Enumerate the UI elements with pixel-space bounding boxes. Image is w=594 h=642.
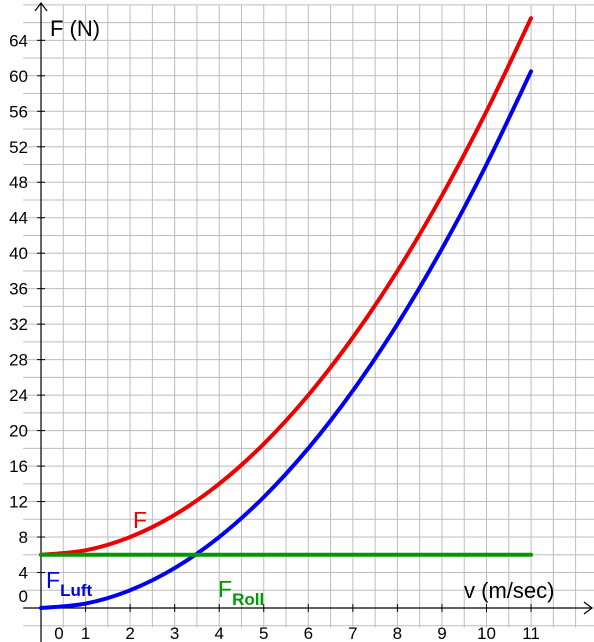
y-tick-label: 44 (9, 209, 28, 228)
series-line-f-luft (39, 69, 534, 610)
x-tick-label: 2 (125, 624, 134, 642)
x-tick-label: 0 (54, 624, 63, 642)
y-tick-label: 36 (9, 280, 28, 299)
series-line-f (39, 16, 534, 557)
x-tick-label: 6 (304, 624, 313, 642)
x-tick-label: 3 (170, 624, 179, 642)
y-tick-label: 52 (9, 138, 28, 157)
series-lines (39, 16, 534, 610)
y-tick-label: 60 (9, 67, 28, 86)
y-tick-label: 56 (9, 102, 28, 121)
series-label-f: F (133, 507, 147, 533)
y-tick-label: 24 (9, 386, 28, 405)
x-tick-label: 5 (259, 624, 268, 642)
tick-marks: 0 1 2 3 4 5 6 7 8 9 10 1104812162024283236404448525… (9, 31, 540, 642)
series-label-f-roll-sub: Roll (232, 590, 264, 609)
y-tick-label: 0 (19, 587, 28, 606)
series-label-f-roll-main: F (218, 576, 232, 602)
series-label-f-luft-main: F (46, 567, 60, 593)
y-tick-label: 20 (9, 422, 28, 441)
x-tick-label: 10 (477, 624, 496, 642)
y-axis-title: F (N) (50, 16, 100, 41)
series-label-f-luft: FLuft (46, 567, 92, 600)
y-tick-label: 28 (9, 351, 28, 370)
y-tick-label: 12 (9, 493, 28, 512)
x-tick-label: 9 (437, 624, 446, 642)
x-tick-label: 1 (81, 624, 90, 642)
grid (23, 4, 594, 628)
x-axis-title: v (m/sec) (464, 578, 554, 603)
x-tick-label: 7 (348, 624, 357, 642)
axes (23, 1, 593, 642)
x-tick-label: 8 (393, 624, 402, 642)
y-axis-arrow (34, 1, 48, 12)
y-tick-label: 8 (19, 528, 28, 547)
y-tick-label: 40 (9, 244, 28, 263)
y-tick-label: 64 (9, 31, 28, 50)
y-tick-label: 4 (19, 564, 28, 583)
x-axis-arrow (583, 601, 593, 615)
labels: F (N) v (m/sec) F FLuft FRoll (46, 16, 554, 609)
y-tick-label: 48 (9, 173, 28, 192)
series-label-f-main: F (133, 507, 147, 533)
series-label-f-luft-sub: Luft (60, 581, 92, 600)
x-tick-label: 11 (522, 624, 540, 642)
y-tick-label: 16 (9, 457, 28, 476)
y-tick-label: 32 (9, 315, 28, 334)
x-tick-label: 4 (214, 624, 223, 642)
series-label-f-roll: FRoll (218, 576, 264, 609)
